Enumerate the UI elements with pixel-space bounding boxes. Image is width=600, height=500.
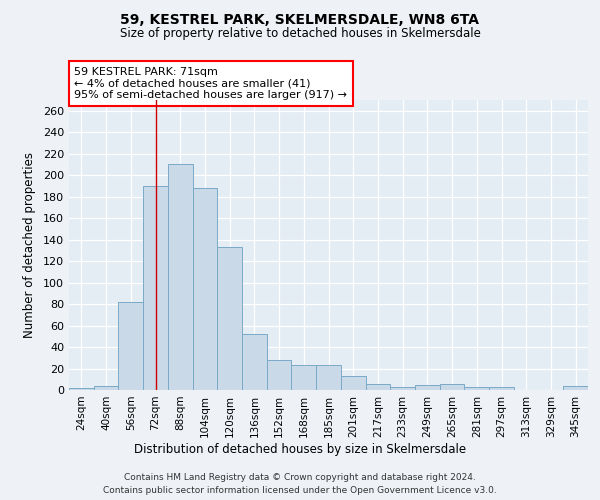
Bar [94, 386, 118, 390]
Bar [193, 188, 217, 390]
Bar [440, 384, 464, 390]
Bar [292, 366, 316, 390]
Bar [168, 164, 193, 390]
Text: Distribution of detached houses by size in Skelmersdale: Distribution of detached houses by size … [134, 442, 466, 456]
Bar [267, 360, 292, 390]
Bar [390, 387, 415, 390]
Bar [489, 387, 514, 390]
Text: 59 KESTREL PARK: 71sqm
← 4% of detached houses are smaller (41)
95% of semi-deta: 59 KESTREL PARK: 71sqm ← 4% of detached … [74, 67, 347, 100]
Bar [341, 376, 365, 390]
Bar [415, 384, 440, 390]
Text: Contains public sector information licensed under the Open Government Licence v3: Contains public sector information licen… [103, 486, 497, 495]
Text: Size of property relative to detached houses in Skelmersdale: Size of property relative to detached ho… [119, 28, 481, 40]
Bar [464, 387, 489, 390]
Bar [242, 334, 267, 390]
Bar [69, 388, 94, 390]
Bar [118, 302, 143, 390]
Y-axis label: Number of detached properties: Number of detached properties [23, 152, 36, 338]
Bar [563, 386, 588, 390]
Bar [217, 247, 242, 390]
Text: 59, KESTREL PARK, SKELMERSDALE, WN8 6TA: 59, KESTREL PARK, SKELMERSDALE, WN8 6TA [121, 12, 479, 26]
Text: Contains HM Land Registry data © Crown copyright and database right 2024.: Contains HM Land Registry data © Crown c… [124, 472, 476, 482]
Bar [365, 384, 390, 390]
Bar [316, 366, 341, 390]
Bar [143, 186, 168, 390]
